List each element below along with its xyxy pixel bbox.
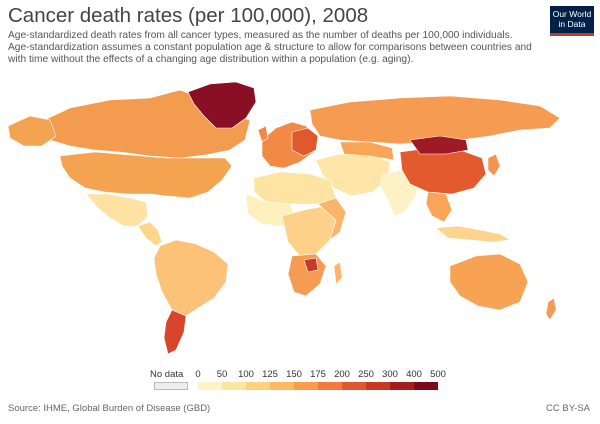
region-east-africa[interactable] (317, 197, 347, 241)
legend-tick-label: 200 (334, 369, 350, 380)
subtitle-line-2: Age-standardization assumes a constant p… (8, 42, 532, 53)
legend-swatch-200-250 (342, 382, 366, 390)
region-australia[interactable] (449, 253, 529, 311)
legend-swatch-250-300 (366, 382, 390, 390)
logo-accent-bar (550, 33, 594, 36)
region-south-america[interactable] (153, 239, 229, 317)
region-zimbabwe[interactable] (303, 257, 319, 273)
license-note[interactable]: CC BY-SA (546, 403, 590, 414)
color-legend: No data 0 50 100 125 150 175 200 250 300 400 500 (150, 369, 446, 395)
legend-swatch-400-500 (414, 382, 438, 390)
legend-nodata-swatch (154, 382, 188, 390)
chart-title: Cancer death rates (per 100,000), 2008 (8, 4, 369, 27)
legend-tick-label: 175 (310, 369, 326, 380)
region-central-asia[interactable] (339, 141, 395, 161)
region-usa[interactable] (59, 151, 233, 199)
legend-tick-label: 100 (238, 369, 254, 380)
region-new-zealand[interactable] (545, 297, 557, 321)
region-indonesia[interactable] (435, 225, 511, 243)
region-southeast-asia[interactable] (425, 191, 453, 223)
legend-tick-label: 50 (216, 369, 228, 380)
legend-tick-label: 500 (430, 369, 446, 380)
legend-tick-label: 0 (195, 369, 201, 380)
legend-tick-label: 150 (286, 369, 302, 380)
region-north-africa[interactable] (253, 171, 337, 205)
subtitle-line-3: with time without the effects of a chang… (8, 54, 414, 65)
region-mongolia[interactable] (409, 135, 469, 155)
region-argentina-uruguay[interactable] (163, 309, 187, 355)
region-japan-korea[interactable] (487, 153, 501, 177)
region-russia[interactable] (309, 95, 561, 145)
region-madagascar[interactable] (333, 261, 343, 285)
legend-tick-label: 250 (358, 369, 374, 380)
legend-swatch-125-150 (270, 382, 294, 390)
logo-line-2: in Data (558, 18, 586, 29)
legend-swatch-100-125 (246, 382, 270, 390)
owid-logo[interactable]: Our World in Data (550, 6, 594, 36)
region-greenland[interactable] (187, 81, 257, 129)
region-mexico[interactable] (85, 193, 149, 227)
source-note[interactable]: Source: IHME, Global Burden of Disease (… (8, 403, 211, 414)
legend-swatch-175-200 (318, 382, 342, 390)
legend-swatch-50-100 (222, 382, 246, 390)
legend-tick-label: 125 (262, 369, 278, 380)
region-alaska[interactable] (7, 115, 57, 147)
chart-subtitle: Age-standardized death rates from all ca… (8, 30, 538, 66)
world-map (7, 81, 561, 355)
legend-swatch-0-50 (198, 382, 222, 390)
legend-tick-label: 400 (406, 369, 422, 380)
region-central-america[interactable] (137, 221, 163, 247)
logo-line-1: Our World (552, 9, 592, 19)
legend-swatch-150-175 (294, 382, 318, 390)
region-uk[interactable] (257, 125, 269, 143)
legend-tick-label: 300 (382, 369, 398, 380)
region-eastern-europe[interactable] (291, 127, 319, 157)
subtitle-line-1: Age-standardized death rates from all ca… (8, 30, 513, 41)
legend-swatch-300-400 (390, 382, 414, 390)
legend-nodata-label: No data (150, 369, 184, 380)
region-central-africa[interactable] (281, 205, 337, 257)
